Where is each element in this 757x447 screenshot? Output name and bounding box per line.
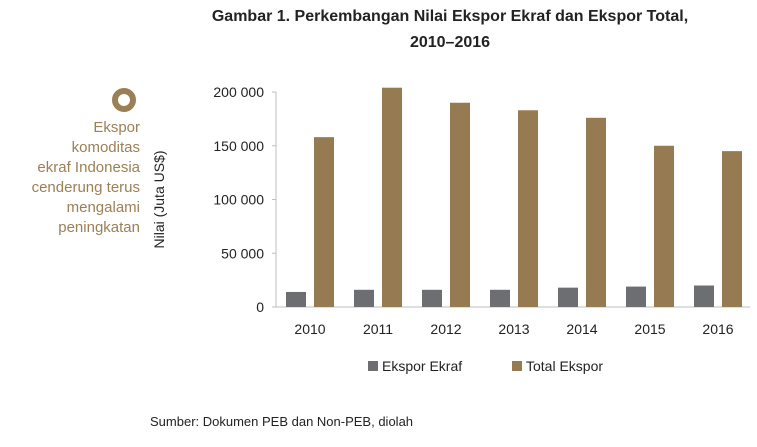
x-tick-label: 2010: [294, 321, 325, 337]
bar-chart: 0 50 000 100 000 150 000 200 000 Nilai (Juta …: [151, 84, 750, 374]
x-tick-label: 2015: [634, 321, 665, 337]
side-note-line: ekraf Indonesia: [37, 159, 140, 176]
y-tick-label: 0: [256, 299, 264, 315]
y-tick-label: 100 000: [213, 192, 264, 208]
x-tick-label: 2012: [430, 321, 461, 337]
bar-ekspor-ekraf: [558, 287, 578, 307]
bar-ekspor-ekraf: [694, 285, 714, 307]
side-note-line: peningkatan: [58, 219, 140, 236]
chart-title: Gambar 1. Perkembangan Nilai Ekspor Ekra…: [150, 4, 750, 56]
side-note-line: Ekspor: [93, 119, 140, 136]
legend-label: Ekspor Ekraf: [382, 358, 462, 374]
x-tick-label: 2014: [566, 321, 597, 337]
source-note: Sumber: Dokumen PEB dan Non-PEB, diolah: [150, 414, 414, 429]
side-note-line: cenderung terus: [31, 179, 140, 196]
y-axis-title: Nilai (Juta US$): [151, 150, 167, 248]
bar-total-ekspor: [382, 87, 402, 307]
y-tick-label: 150 000: [213, 138, 264, 154]
bar-ekspor-ekraf: [422, 289, 442, 307]
x-tick-label: 2013: [498, 321, 529, 337]
side-note-line: komoditas: [71, 139, 140, 156]
chart-title-line-1: Gambar 1. Perkembangan Nilai Ekspor Ekra…: [211, 8, 689, 25]
bar-ekspor-ekraf: [354, 289, 374, 307]
bar-ekspor-ekraf: [626, 286, 646, 307]
bar-total-ekspor: [450, 102, 470, 307]
bar-total-ekspor: [518, 110, 538, 308]
legend-swatch: [368, 361, 378, 371]
y-tick-label: 200 000: [213, 84, 264, 100]
bar-total-ekspor: [654, 145, 674, 307]
x-tick-label: 2016: [702, 321, 733, 337]
legend-label: Total Ekspor: [526, 358, 603, 374]
legend-swatch: [512, 361, 522, 371]
bar-ekspor-ekraf: [286, 291, 306, 307]
x-tick-label: 2011: [363, 321, 393, 337]
y-tick-label: 50 000: [221, 245, 264, 261]
side-note-text: Ekspor komoditas ekraf Indonesia cenderu…: [0, 118, 140, 238]
bar-total-ekspor: [586, 117, 606, 307]
side-note-line: mengalami: [66, 199, 140, 216]
ring-bullet-icon: [112, 88, 136, 112]
bar-ekspor-ekraf: [490, 289, 510, 307]
bar-total-ekspor: [722, 151, 742, 307]
bar-total-ekspor: [314, 137, 334, 307]
chart-title-line-2: 2010–2016: [409, 34, 491, 51]
